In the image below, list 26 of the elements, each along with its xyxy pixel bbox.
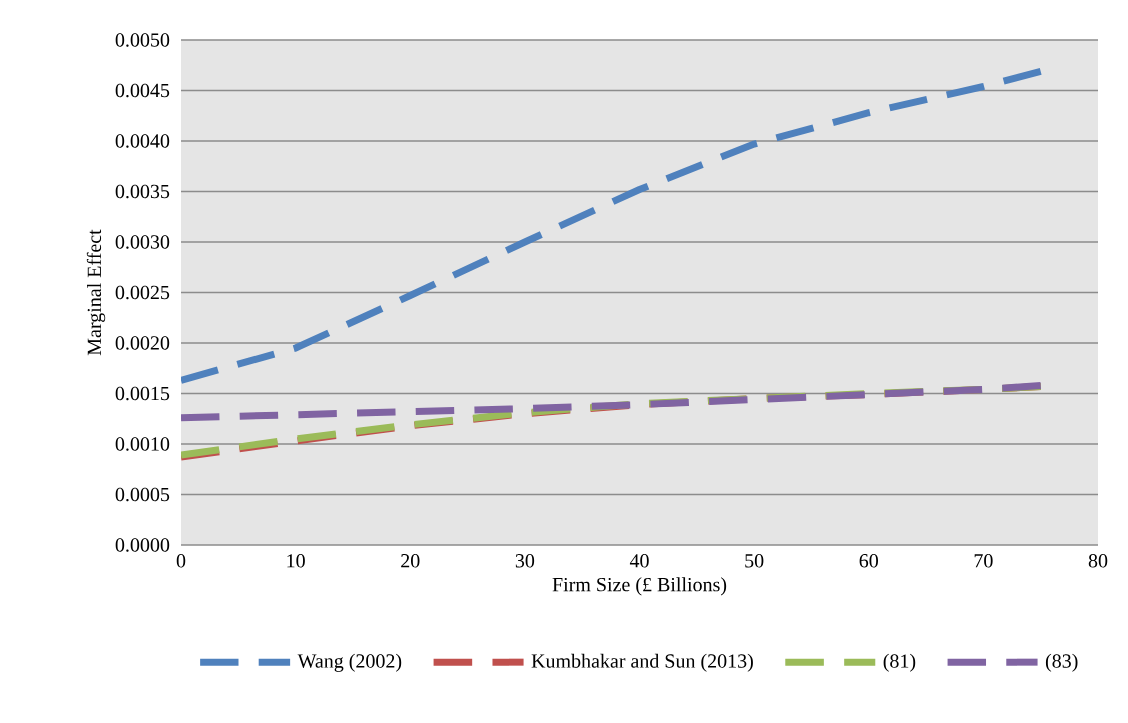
y-tick-label: 0.0005 — [115, 487, 170, 502]
y-axis-title: Marginal Effect — [86, 229, 106, 356]
x-tick-label: 70 — [974, 554, 993, 568]
y-tick-label: 0.0040 — [115, 134, 170, 148]
x-tick-label: 60 — [859, 554, 879, 568]
y-tick-label: 0.0020 — [115, 336, 170, 350]
x-tick-label: 80 — [1088, 554, 1108, 568]
legend-label: (83) — [1045, 653, 1078, 672]
x-tick-label: 20 — [401, 554, 420, 568]
y-tick-label: 0.0050 — [115, 33, 170, 47]
y-tick-label: 0.0000 — [115, 538, 170, 552]
x-axis-title: Firm Size (£ Billions) — [552, 577, 727, 596]
y-tick-label: 0.0025 — [115, 285, 170, 300]
y-tick-label: 0.0030 — [115, 235, 170, 249]
y-tick-label: 0.0035 — [115, 184, 170, 199]
x-tick-label: 0 — [176, 554, 186, 568]
x-tick-label: 10 — [287, 554, 305, 568]
x-tick-label: 40 — [629, 554, 649, 568]
x-tick-label: 50 — [745, 554, 764, 568]
x-tick-label: 30 — [515, 554, 535, 568]
y-tick-label: 0.0010 — [115, 437, 170, 451]
y-tick-label: 0.0015 — [115, 386, 170, 401]
y-tick-label: 0.0045 — [115, 83, 170, 98]
legend-label: (81) — [883, 653, 916, 672]
legend-label: Kumbhakar and Sun (2013) — [531, 653, 753, 672]
legend-label: Wang (2002) — [297, 653, 402, 672]
